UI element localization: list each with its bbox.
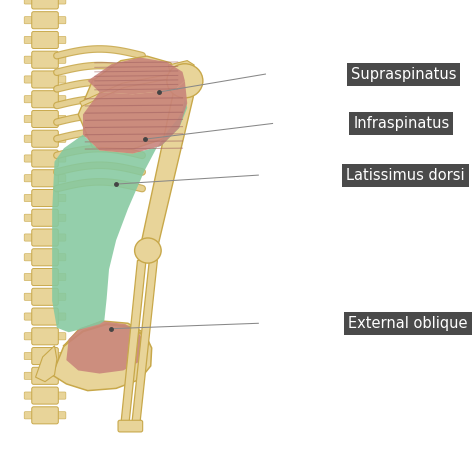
FancyBboxPatch shape [32, 269, 58, 286]
Text: Infraspinatus: Infraspinatus [353, 116, 449, 131]
FancyBboxPatch shape [55, 155, 66, 162]
Polygon shape [140, 94, 193, 252]
Polygon shape [52, 321, 152, 391]
FancyBboxPatch shape [55, 36, 66, 44]
FancyBboxPatch shape [32, 229, 58, 246]
FancyBboxPatch shape [55, 372, 66, 379]
FancyBboxPatch shape [24, 313, 35, 320]
FancyBboxPatch shape [55, 135, 66, 142]
FancyBboxPatch shape [55, 17, 66, 24]
FancyBboxPatch shape [24, 234, 35, 241]
Text: Latissimus dorsi: Latissimus dorsi [346, 167, 465, 183]
FancyBboxPatch shape [55, 214, 66, 221]
FancyBboxPatch shape [55, 254, 66, 261]
FancyBboxPatch shape [55, 0, 66, 4]
FancyBboxPatch shape [24, 254, 35, 261]
FancyBboxPatch shape [32, 348, 58, 365]
FancyBboxPatch shape [55, 194, 66, 202]
FancyBboxPatch shape [55, 333, 66, 340]
Polygon shape [168, 61, 194, 74]
FancyBboxPatch shape [55, 412, 66, 419]
FancyBboxPatch shape [24, 293, 35, 300]
FancyBboxPatch shape [32, 367, 58, 384]
FancyBboxPatch shape [24, 372, 35, 379]
FancyBboxPatch shape [55, 115, 66, 123]
Polygon shape [78, 56, 187, 149]
Text: External oblique: External oblique [348, 316, 468, 331]
FancyBboxPatch shape [24, 115, 35, 123]
Polygon shape [132, 260, 157, 424]
FancyBboxPatch shape [32, 189, 58, 207]
FancyBboxPatch shape [24, 194, 35, 202]
FancyBboxPatch shape [32, 51, 58, 68]
FancyBboxPatch shape [55, 96, 66, 103]
FancyBboxPatch shape [24, 76, 35, 83]
FancyBboxPatch shape [24, 135, 35, 142]
Polygon shape [36, 346, 57, 382]
Polygon shape [83, 81, 187, 154]
FancyBboxPatch shape [55, 175, 66, 182]
FancyBboxPatch shape [24, 412, 35, 419]
FancyBboxPatch shape [55, 273, 66, 281]
FancyBboxPatch shape [32, 328, 58, 345]
FancyBboxPatch shape [24, 96, 35, 103]
FancyBboxPatch shape [55, 56, 66, 63]
FancyBboxPatch shape [24, 392, 35, 399]
FancyBboxPatch shape [24, 56, 35, 63]
FancyBboxPatch shape [32, 31, 58, 48]
FancyBboxPatch shape [118, 420, 143, 432]
FancyBboxPatch shape [24, 155, 35, 162]
FancyBboxPatch shape [32, 0, 58, 9]
Circle shape [135, 238, 161, 263]
FancyBboxPatch shape [32, 110, 58, 128]
FancyBboxPatch shape [55, 352, 66, 360]
FancyBboxPatch shape [32, 407, 58, 424]
FancyBboxPatch shape [32, 150, 58, 167]
Polygon shape [121, 260, 146, 424]
FancyBboxPatch shape [24, 17, 35, 24]
Polygon shape [52, 99, 187, 332]
FancyBboxPatch shape [24, 333, 35, 340]
FancyBboxPatch shape [32, 91, 58, 108]
Polygon shape [88, 57, 185, 94]
FancyBboxPatch shape [32, 387, 58, 404]
FancyBboxPatch shape [32, 308, 58, 325]
FancyBboxPatch shape [32, 170, 58, 187]
FancyBboxPatch shape [32, 12, 58, 29]
FancyBboxPatch shape [32, 249, 58, 266]
FancyBboxPatch shape [55, 76, 66, 83]
FancyBboxPatch shape [24, 175, 35, 182]
Circle shape [167, 64, 203, 98]
FancyBboxPatch shape [32, 288, 58, 305]
FancyBboxPatch shape [32, 71, 58, 88]
FancyBboxPatch shape [55, 313, 66, 320]
FancyBboxPatch shape [55, 234, 66, 241]
FancyBboxPatch shape [24, 214, 35, 221]
FancyBboxPatch shape [24, 273, 35, 281]
FancyBboxPatch shape [24, 352, 35, 360]
FancyBboxPatch shape [24, 36, 35, 44]
FancyBboxPatch shape [32, 209, 58, 226]
FancyBboxPatch shape [55, 392, 66, 399]
FancyBboxPatch shape [55, 293, 66, 300]
FancyBboxPatch shape [24, 0, 35, 4]
Text: Supraspinatus: Supraspinatus [351, 66, 456, 82]
Polygon shape [66, 321, 146, 374]
FancyBboxPatch shape [32, 130, 58, 147]
